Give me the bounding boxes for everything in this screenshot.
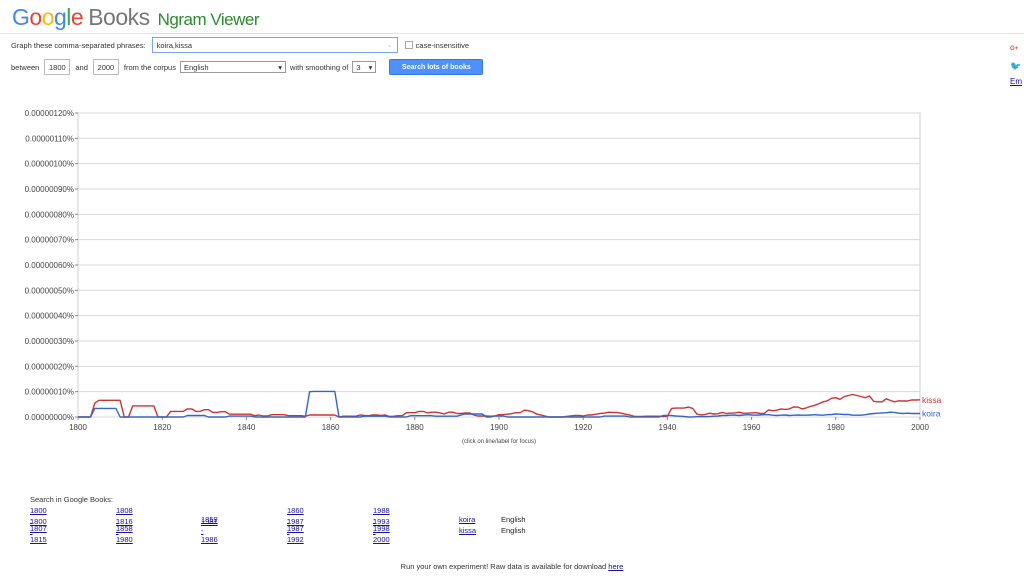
- language-label: English: [501, 526, 526, 535]
- smoothing-label: with smoothing of: [289, 62, 349, 72]
- chart-series[interactable]: kissa koira: [78, 390, 942, 418]
- dropdown-arrow-icon[interactable]: ⌄: [386, 42, 393, 49]
- x-tick-label: 1900: [490, 423, 508, 432]
- series-line-koira[interactable]: [78, 390, 920, 418]
- y-tick-label: 0.00000120%: [25, 109, 74, 118]
- twitter-icon[interactable]: 🐦: [1010, 61, 1022, 71]
- x-tick-label: 1800: [69, 423, 87, 432]
- year-range-link[interactable]: 1800 - 1815: [30, 517, 47, 544]
- y-tick-label: 0.00000060%: [25, 261, 74, 270]
- search-google-books-label: Search in Google Books:: [30, 495, 113, 504]
- series-label-kissa[interactable]: kissa: [922, 395, 942, 405]
- select-arrow-icon: ▾: [278, 62, 282, 72]
- x-tick-label: 2000: [911, 423, 929, 432]
- series-line-kissa[interactable]: [78, 393, 921, 418]
- y-tick-label: 0.00000100%: [25, 160, 74, 169]
- x-tick-label: 1920: [574, 423, 592, 432]
- x-tick-label: 1960: [743, 423, 761, 432]
- x-tick-label: 1980: [827, 423, 845, 432]
- y-tick-label: 0.00000110%: [25, 134, 74, 143]
- logo-letter: o: [29, 4, 42, 30]
- and-label: and: [75, 62, 88, 72]
- google-plus-icon[interactable]: G+: [1010, 46, 1021, 56]
- language-label: English: [501, 515, 526, 524]
- header-divider: [0, 33, 1024, 34]
- year-range-link[interactable]: 1859: [201, 515, 218, 524]
- year-end-input[interactable]: 2000: [92, 59, 119, 75]
- logo-letter: o: [41, 4, 55, 30]
- y-tick-label: 0.00000080%: [25, 210, 74, 219]
- year-range-link[interactable]: 1987 - 1992: [287, 517, 304, 544]
- corpus-label: from the corpus: [123, 62, 176, 72]
- series-label-koira[interactable]: koira: [922, 408, 941, 418]
- ngram-viewer-title: Ngram Viewer: [157, 10, 260, 29]
- smoothing-value: 3: [356, 62, 361, 72]
- year-range-link[interactable]: 1981 - 1986: [201, 517, 218, 544]
- y-tick-label: 0.00000090%: [25, 185, 74, 194]
- corpus-select[interactable]: English ▾: [179, 61, 286, 73]
- phrases-input[interactable]: koira,kissa ⌄: [151, 37, 398, 53]
- google-logo-text: Google: [12, 4, 84, 30]
- x-tick-label: 1880: [406, 423, 424, 432]
- search-button[interactable]: Search lots of books: [389, 59, 484, 75]
- year-range-link[interactable]: 1816 - 1980: [116, 517, 133, 544]
- phrases-row: Graph these comma-separated phrases: koi…: [11, 37, 469, 53]
- phrases-value: koira,kissa: [156, 41, 193, 50]
- chart-grid: [75, 112, 921, 420]
- books-wordmark: Books: [88, 4, 150, 30]
- logo-letter: l: [66, 4, 71, 30]
- x-tick-label: 1820: [153, 423, 171, 432]
- x-tick-label: 1840: [238, 423, 256, 432]
- y-tick-label: 0.00000000%: [25, 413, 74, 422]
- email-link[interactable]: Em: [1010, 77, 1022, 86]
- logo-letter: e: [70, 4, 84, 30]
- footer: Run your own experiment! Raw data is ava…: [0, 562, 1024, 571]
- options-row: between 1800 and 2000 from the corpus En…: [11, 59, 484, 75]
- term-link[interactable]: kissa: [459, 526, 477, 535]
- google-books-logo[interactable]: Google Books Ngram Viewer: [12, 4, 260, 31]
- year-range-link[interactable]: 1800 - 1807: [30, 506, 47, 533]
- y-tick-label: 0.00000020%: [25, 362, 74, 371]
- case-insensitive-label: case-insensitive: [415, 40, 470, 50]
- x-axis-ticks: 1800 1820 1840 1860 1880 1900 1920 1940 1960 1980…: [69, 423, 929, 432]
- corpus-value: English: [183, 62, 209, 72]
- y-tick-label: 0.00000070%: [25, 236, 74, 245]
- logo-letter: g: [53, 4, 67, 30]
- year-range-link[interactable]: 1988 - 1998: [373, 506, 390, 533]
- y-tick-label: 0.00000040%: [25, 312, 74, 321]
- y-axis-ticks: 0.00000000% 0.00000010% 0.00000020% 0.00000…: [25, 109, 74, 422]
- download-here-link[interactable]: here: [608, 562, 624, 571]
- ngram-chart[interactable]: 0.00000000% 0.00000010% 0.00000020% 0.00000…: [0, 100, 1000, 450]
- logo-letter: G: [12, 4, 30, 30]
- year-range-link[interactable]: 1808 - 1858: [116, 506, 133, 533]
- smoothing-select[interactable]: 3 ▾: [352, 61, 377, 73]
- x-tick-label: 1860: [322, 423, 340, 432]
- phrases-label: Graph these comma-separated phrases:: [11, 40, 146, 50]
- y-tick-label: 0.00000010%: [25, 388, 74, 397]
- case-insensitive-checkbox[interactable]: [404, 41, 413, 49]
- y-tick-label: 0.00000030%: [25, 337, 74, 346]
- x-tick-label: 1940: [659, 423, 677, 432]
- year-range-link[interactable]: 1860 - 1987: [287, 506, 304, 533]
- year-range-link[interactable]: 1993 - 2000: [373, 517, 390, 544]
- term-link[interactable]: koira: [459, 515, 476, 524]
- y-tick-label: 0.00000050%: [25, 286, 74, 295]
- share-sidebar: G+ 🐦 Em: [1010, 46, 1024, 86]
- footer-text: Run your own experiment! Raw data is ava…: [400, 562, 607, 571]
- chart-focus-note: (click on line/label for focus): [462, 439, 536, 445]
- select-arrow-icon: ▾: [368, 62, 373, 72]
- year-start-input[interactable]: 1800: [44, 59, 71, 75]
- between-label: between: [11, 62, 40, 72]
